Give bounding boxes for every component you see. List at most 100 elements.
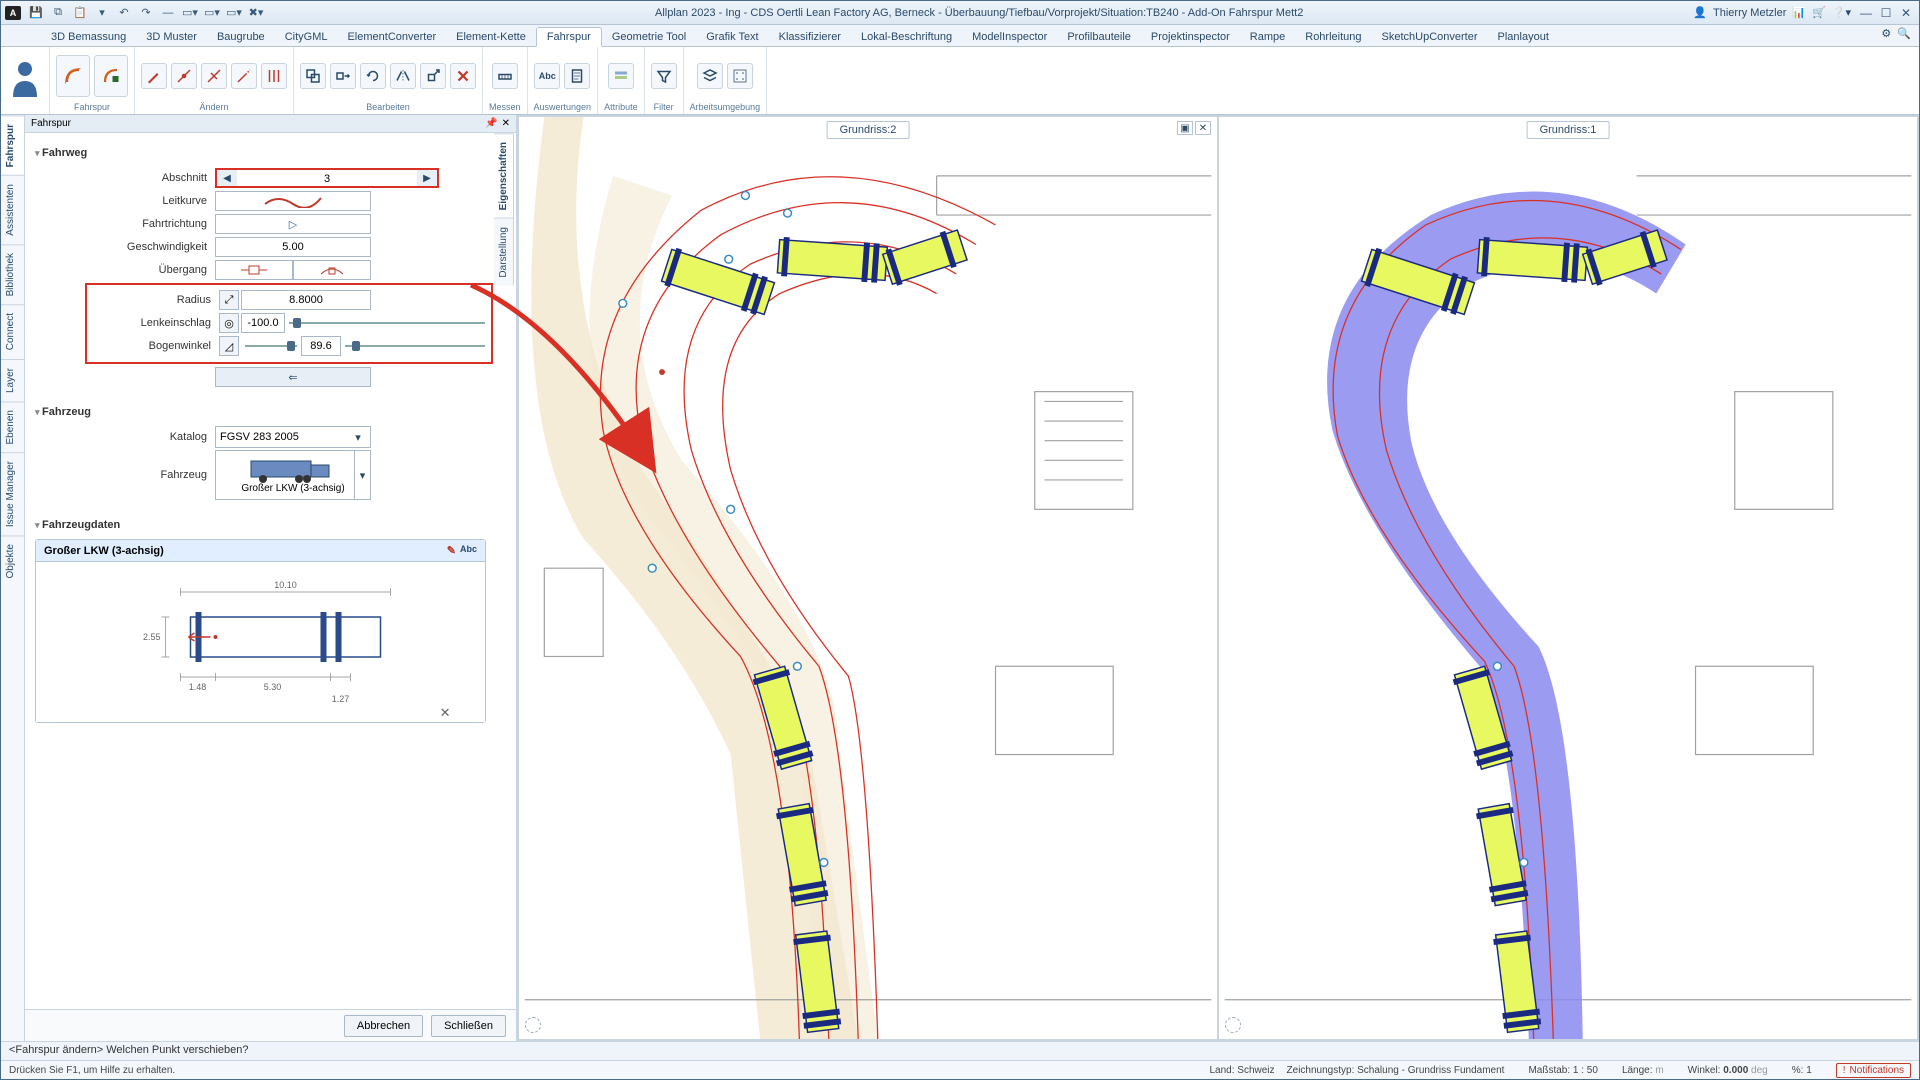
- qat-window2-icon[interactable]: ▭▾: [203, 5, 221, 21]
- abschnitt-next-icon[interactable]: ▶: [417, 170, 437, 186]
- tab-grafik-text[interactable]: Grafik Text: [696, 28, 768, 46]
- uebergang-left-icon[interactable]: [215, 260, 293, 280]
- tab-3d-bemassung[interactable]: 3D Bemassung: [41, 28, 136, 46]
- lenk-target-icon[interactable]: ◎: [219, 313, 239, 333]
- viewport-left[interactable]: Grundriss:2 ▣✕: [519, 117, 1217, 1039]
- viewport-right[interactable]: Grundriss:1: [1219, 117, 1917, 1039]
- panel-pin-icon[interactable]: 📌: [485, 118, 497, 129]
- filter-icon[interactable]: [651, 63, 677, 89]
- settings-icon[interactable]: ⚙: [1881, 27, 1891, 40]
- qat-tools-icon[interactable]: ✖▾: [247, 5, 265, 21]
- abschnitt-spinner[interactable]: ◀ 3 ▶: [215, 168, 439, 188]
- tab-element-kette[interactable]: Element-Kette: [446, 28, 536, 46]
- vp-left-close-icon[interactable]: ✕: [1195, 121, 1211, 135]
- tab-3d-muster[interactable]: 3D Muster: [136, 28, 207, 46]
- vtab-connect[interactable]: Connect: [1, 304, 24, 358]
- tab-rampe[interactable]: Rampe: [1240, 28, 1295, 46]
- qat-redo-icon[interactable]: ↷: [137, 5, 155, 21]
- qat-copy-icon[interactable]: ⧉: [49, 5, 67, 21]
- rtab-darstellung[interactable]: Darstellung: [494, 218, 514, 286]
- qat-window3-icon[interactable]: ▭▾: [225, 5, 243, 21]
- tab-klassifizierer[interactable]: Klassifizierer: [769, 28, 851, 46]
- tab-profilbauteile[interactable]: Profilbauteile: [1057, 28, 1141, 46]
- fahrtrichtung-control[interactable]: ▷: [215, 214, 371, 234]
- vtab-issue-manager[interactable]: Issue Manager: [1, 452, 24, 535]
- vp-left-title[interactable]: Grundriss:2: [827, 121, 910, 139]
- tab-elementconverter[interactable]: ElementConverter: [337, 28, 446, 46]
- scale-icon[interactable]: [420, 63, 446, 89]
- tab-planlayout[interactable]: Planlayout: [1488, 28, 1559, 46]
- status-massstab[interactable]: Maßstab: 1 : 50: [1528, 1065, 1598, 1076]
- qat-save-icon[interactable]: 💾: [27, 5, 45, 21]
- edit-point-icon[interactable]: [171, 63, 197, 89]
- lenkeinschlag-slider[interactable]: [285, 313, 489, 333]
- vd-edit-icon[interactable]: ✎: [447, 544, 456, 557]
- vp-right-compass-icon[interactable]: [1225, 1017, 1241, 1033]
- close-button[interactable]: ✕: [1897, 6, 1915, 20]
- fahrspur-create-icon[interactable]: [56, 55, 90, 97]
- move-icon[interactable]: [330, 63, 356, 89]
- abschnitt-value[interactable]: 3: [237, 170, 417, 186]
- vtab-ebenen[interactable]: Ebenen: [1, 401, 24, 452]
- vp-right-title[interactable]: Grundriss:1: [1527, 121, 1610, 139]
- katalog-combo[interactable]: FGSV 283 2005 ▾: [215, 426, 371, 448]
- copy-icon[interactable]: [300, 63, 326, 89]
- fahrspur-edit-icon[interactable]: [94, 55, 128, 97]
- panel-close-icon[interactable]: ✕: [502, 118, 510, 129]
- help-icon[interactable]: ❔▾: [1832, 6, 1851, 19]
- layers-icon[interactable]: [697, 63, 723, 89]
- report-icon[interactable]: [564, 63, 590, 89]
- vtab-bibliothek[interactable]: Bibliothek: [1, 244, 24, 304]
- measure-icon[interactable]: [492, 63, 518, 89]
- radius-lock-icon[interactable]: ⤢: [219, 290, 239, 310]
- cart-icon[interactable]: 🛒: [1812, 6, 1826, 19]
- user-big-icon[interactable]: [7, 51, 43, 107]
- tab-rohrleitung[interactable]: Rohrleitung: [1295, 28, 1371, 46]
- tab-citygml[interactable]: CityGML: [275, 28, 338, 46]
- tab-projektinspector[interactable]: Projektinspector: [1141, 28, 1240, 46]
- grid-icon[interactable]: [727, 63, 753, 89]
- search-icon[interactable]: 🔍: [1897, 27, 1911, 40]
- tab-modelinspector[interactable]: ModelInspector: [962, 28, 1057, 46]
- vtab-fahrspur[interactable]: Fahrspur: [1, 115, 24, 175]
- katalog-dropdown-icon[interactable]: ▾: [350, 431, 366, 444]
- edit-align-icon[interactable]: [261, 63, 287, 89]
- minimize-button[interactable]: —: [1857, 6, 1875, 20]
- nav-back-button[interactable]: ⇐: [215, 367, 371, 387]
- tab-fahrspur[interactable]: Fahrspur: [536, 27, 602, 47]
- bogenwinkel-value[interactable]: 89.6: [301, 336, 341, 356]
- vp-left-compass-icon[interactable]: [525, 1017, 541, 1033]
- vtab-layer[interactable]: Layer: [1, 359, 24, 401]
- qat-window1-icon[interactable]: ▭▾: [181, 5, 199, 21]
- edit-pencil-icon[interactable]: [141, 63, 167, 89]
- vtab-assistenten[interactable]: Assistenten: [1, 175, 24, 244]
- mirror-icon[interactable]: [390, 63, 416, 89]
- text-abc-icon[interactable]: Abc: [534, 63, 560, 89]
- edit-extend-icon[interactable]: [231, 63, 257, 89]
- delete-icon[interactable]: [450, 63, 476, 89]
- qat-dropdown-icon[interactable]: ▾: [93, 5, 111, 21]
- chart-icon[interactable]: 📊: [1792, 6, 1806, 19]
- rotate-icon[interactable]: [360, 63, 386, 89]
- lenkeinschlag-value[interactable]: -100.0: [241, 313, 285, 333]
- rtab-eigenschaften[interactable]: Eigenschaften: [494, 133, 514, 218]
- qat-undo-icon[interactable]: ↶: [115, 5, 133, 21]
- tab-baugrube[interactable]: Baugrube: [207, 28, 275, 46]
- edit-line-icon[interactable]: [201, 63, 227, 89]
- fahrzeug-dropdown-icon[interactable]: ▾: [354, 451, 370, 499]
- tab-geometrie-tool[interactable]: Geometrie Tool: [602, 28, 696, 46]
- maximize-button[interactable]: ☐: [1877, 6, 1895, 20]
- close-button[interactable]: Schließen: [431, 1015, 506, 1037]
- vp-left-max-icon[interactable]: ▣: [1177, 121, 1193, 135]
- vd-text-icon[interactable]: Abc: [460, 544, 477, 557]
- geschwindigkeit-value[interactable]: 5.00: [215, 237, 371, 257]
- fahrzeug-selector[interactable]: Großer LKW (3-achsig) ▾: [215, 450, 371, 500]
- tab-lokal-beschriftung[interactable]: Lokal-Beschriftung: [851, 28, 962, 46]
- attribute-icon[interactable]: [608, 63, 634, 89]
- bogen-angle-icon[interactable]: ◿: [219, 336, 239, 356]
- notifications-button[interactable]: ! Notifications: [1836, 1063, 1911, 1078]
- abschnitt-prev-icon[interactable]: ◀: [217, 170, 237, 186]
- bogenwinkel-slider-left[interactable]: [241, 336, 301, 356]
- user-icon[interactable]: 👤: [1693, 6, 1707, 19]
- vtab-objekte[interactable]: Objekte: [1, 535, 24, 586]
